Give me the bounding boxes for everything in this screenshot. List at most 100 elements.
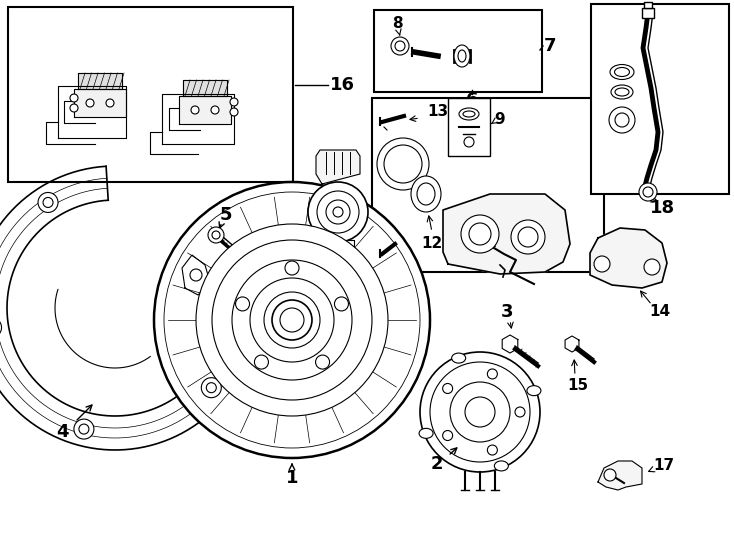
Polygon shape: [443, 194, 570, 274]
Polygon shape: [74, 89, 126, 117]
Bar: [448, 98, 490, 156]
Circle shape: [154, 182, 430, 458]
Circle shape: [230, 108, 238, 116]
Circle shape: [644, 259, 660, 275]
Circle shape: [86, 99, 94, 107]
Circle shape: [384, 145, 422, 183]
Circle shape: [264, 292, 320, 348]
Ellipse shape: [615, 88, 629, 96]
Circle shape: [74, 419, 94, 439]
Circle shape: [335, 297, 349, 311]
Circle shape: [395, 41, 405, 51]
Text: 12: 12: [421, 237, 443, 252]
Ellipse shape: [411, 176, 441, 212]
Bar: [374, 10, 542, 92]
Circle shape: [308, 182, 368, 242]
Text: 4: 4: [56, 423, 68, 441]
Text: 5: 5: [219, 206, 232, 224]
Circle shape: [285, 261, 299, 275]
Ellipse shape: [495, 461, 509, 471]
Circle shape: [639, 183, 657, 201]
Circle shape: [255, 355, 269, 369]
Circle shape: [280, 308, 304, 332]
Text: 10: 10: [477, 228, 498, 244]
Circle shape: [430, 362, 530, 462]
Ellipse shape: [611, 85, 633, 99]
Text: 2: 2: [431, 455, 443, 473]
Circle shape: [443, 383, 453, 394]
Text: 1: 1: [286, 469, 298, 487]
Circle shape: [106, 99, 114, 107]
Circle shape: [420, 352, 540, 472]
Circle shape: [212, 240, 372, 400]
Circle shape: [201, 377, 222, 397]
Ellipse shape: [614, 68, 630, 77]
Polygon shape: [316, 150, 360, 184]
Circle shape: [643, 187, 653, 197]
Text: 17: 17: [653, 458, 675, 474]
Ellipse shape: [463, 111, 475, 117]
Ellipse shape: [527, 386, 541, 396]
Circle shape: [43, 198, 53, 207]
Ellipse shape: [454, 45, 470, 67]
Text: 18: 18: [650, 199, 675, 217]
Circle shape: [212, 231, 220, 239]
Text: 15: 15: [567, 377, 589, 393]
Circle shape: [515, 407, 525, 417]
Circle shape: [70, 94, 78, 102]
Text: 11: 11: [321, 263, 346, 281]
Circle shape: [443, 430, 453, 441]
Text: 14: 14: [650, 305, 671, 320]
Polygon shape: [78, 73, 122, 89]
Circle shape: [272, 300, 312, 340]
Text: 7: 7: [544, 37, 556, 55]
Circle shape: [211, 106, 219, 114]
Text: 16: 16: [330, 76, 355, 94]
Text: 6: 6: [466, 91, 479, 109]
Circle shape: [464, 137, 474, 147]
Circle shape: [391, 37, 409, 55]
Circle shape: [487, 445, 498, 455]
Circle shape: [604, 469, 616, 481]
Polygon shape: [598, 461, 642, 490]
Circle shape: [70, 104, 78, 112]
Text: 3: 3: [501, 303, 513, 321]
Circle shape: [316, 355, 330, 369]
Circle shape: [38, 192, 58, 212]
Circle shape: [164, 192, 420, 448]
Circle shape: [469, 223, 491, 245]
Text: 8: 8: [392, 17, 402, 31]
Circle shape: [250, 278, 334, 362]
Circle shape: [609, 107, 635, 133]
Ellipse shape: [419, 428, 433, 438]
Ellipse shape: [458, 50, 466, 62]
Circle shape: [196, 224, 388, 416]
Bar: [8, 7, 293, 182]
Ellipse shape: [451, 353, 465, 363]
Bar: [644, 2, 652, 8]
Text: 13: 13: [427, 105, 448, 119]
Circle shape: [333, 207, 343, 217]
Circle shape: [317, 191, 359, 233]
Polygon shape: [182, 255, 210, 295]
Circle shape: [465, 397, 495, 427]
Circle shape: [326, 200, 350, 224]
Bar: [372, 98, 604, 272]
Ellipse shape: [459, 108, 479, 120]
Ellipse shape: [610, 64, 634, 79]
Circle shape: [615, 113, 629, 127]
Polygon shape: [590, 228, 667, 288]
Bar: [642, 8, 654, 18]
Ellipse shape: [417, 183, 435, 205]
Bar: [591, 4, 729, 194]
Circle shape: [236, 297, 250, 311]
Circle shape: [190, 269, 202, 281]
Circle shape: [191, 106, 199, 114]
Circle shape: [487, 369, 498, 379]
Circle shape: [450, 382, 510, 442]
Circle shape: [230, 98, 238, 106]
Circle shape: [79, 424, 89, 434]
Circle shape: [461, 215, 499, 253]
Circle shape: [208, 227, 224, 243]
Text: 9: 9: [495, 112, 505, 127]
